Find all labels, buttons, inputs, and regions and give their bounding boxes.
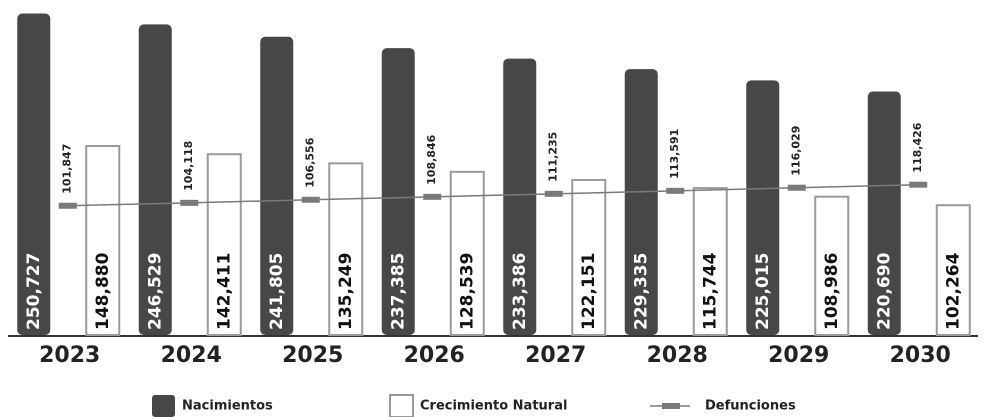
bar-value-label: 148,880 — [93, 252, 113, 330]
bar-value-label: 225,015 — [753, 253, 773, 330]
line-value-label: 106,556 — [304, 137, 317, 187]
bar — [571, 178, 607, 336]
bar-value-label: 142,411 — [214, 253, 234, 330]
bar-value-label: 229,335 — [631, 253, 651, 330]
line-marker — [787, 184, 806, 191]
line-marker — [58, 202, 77, 209]
bar — [814, 195, 850, 336]
bar-value-label: 250,727 — [24, 253, 44, 330]
line-marker — [301, 196, 320, 203]
bar-value-label: 122,151 — [579, 253, 599, 330]
legend-swatch — [389, 394, 414, 417]
line-marker — [544, 190, 563, 197]
x-tick-label: 2026 — [404, 343, 465, 368]
bar-value-label: 128,539 — [457, 253, 477, 330]
line-marker — [909, 181, 928, 188]
bar — [624, 69, 658, 336]
bar — [85, 145, 121, 336]
bar-value-label: 102,264 — [943, 252, 963, 330]
line-value-label: 111,235 — [547, 132, 560, 182]
line-value-label: 116,029 — [790, 126, 803, 176]
bar — [328, 162, 364, 336]
line-marker — [666, 187, 685, 194]
line-value-label: 101,847 — [61, 144, 74, 194]
line-value-label: 118,426 — [911, 122, 924, 172]
legend-label: Defunciones — [705, 399, 796, 414]
x-tick-label: 2024 — [161, 343, 222, 368]
x-tick-label: 2027 — [525, 343, 586, 368]
x-tick-label: 2025 — [282, 343, 343, 368]
x-tick-label: 2028 — [647, 343, 708, 368]
bar-value-label: 246,529 — [145, 253, 165, 330]
x-tick-label: 2029 — [768, 343, 829, 368]
line-marker — [423, 193, 442, 200]
x-tick-label: 2030 — [890, 343, 951, 368]
bar — [503, 58, 537, 336]
legend-swatch — [662, 403, 680, 409]
legend-swatch — [152, 395, 175, 417]
bar-value-label: 115,744 — [700, 252, 720, 330]
line — [67, 183, 919, 207]
legend-label: Nacimientos — [182, 399, 273, 414]
bar-value-label: 241,805 — [267, 253, 287, 330]
bar-value-label: 135,249 — [336, 253, 356, 330]
line-marker — [180, 199, 199, 206]
line-value-label: 108,846 — [425, 134, 438, 184]
bar — [746, 80, 780, 335]
legend-label: Crecimiento Natural — [420, 399, 567, 414]
bar — [17, 13, 51, 336]
bar-value-label: 233,386 — [510, 253, 530, 330]
x-tick-label: 2023 — [39, 343, 100, 368]
bar — [381, 48, 415, 335]
bar — [138, 24, 172, 335]
bar — [206, 153, 242, 336]
bar — [692, 187, 728, 336]
bar-value-label: 108,986 — [822, 253, 842, 330]
bar-value-label: 220,690 — [874, 252, 894, 330]
bar-value-label: 237,385 — [388, 253, 408, 330]
bar — [449, 170, 485, 336]
line-value-label: 113,591 — [668, 129, 681, 179]
bar — [867, 91, 901, 335]
line-value-label: 104,118 — [182, 141, 195, 191]
bar — [260, 36, 294, 335]
bar — [935, 204, 971, 336]
